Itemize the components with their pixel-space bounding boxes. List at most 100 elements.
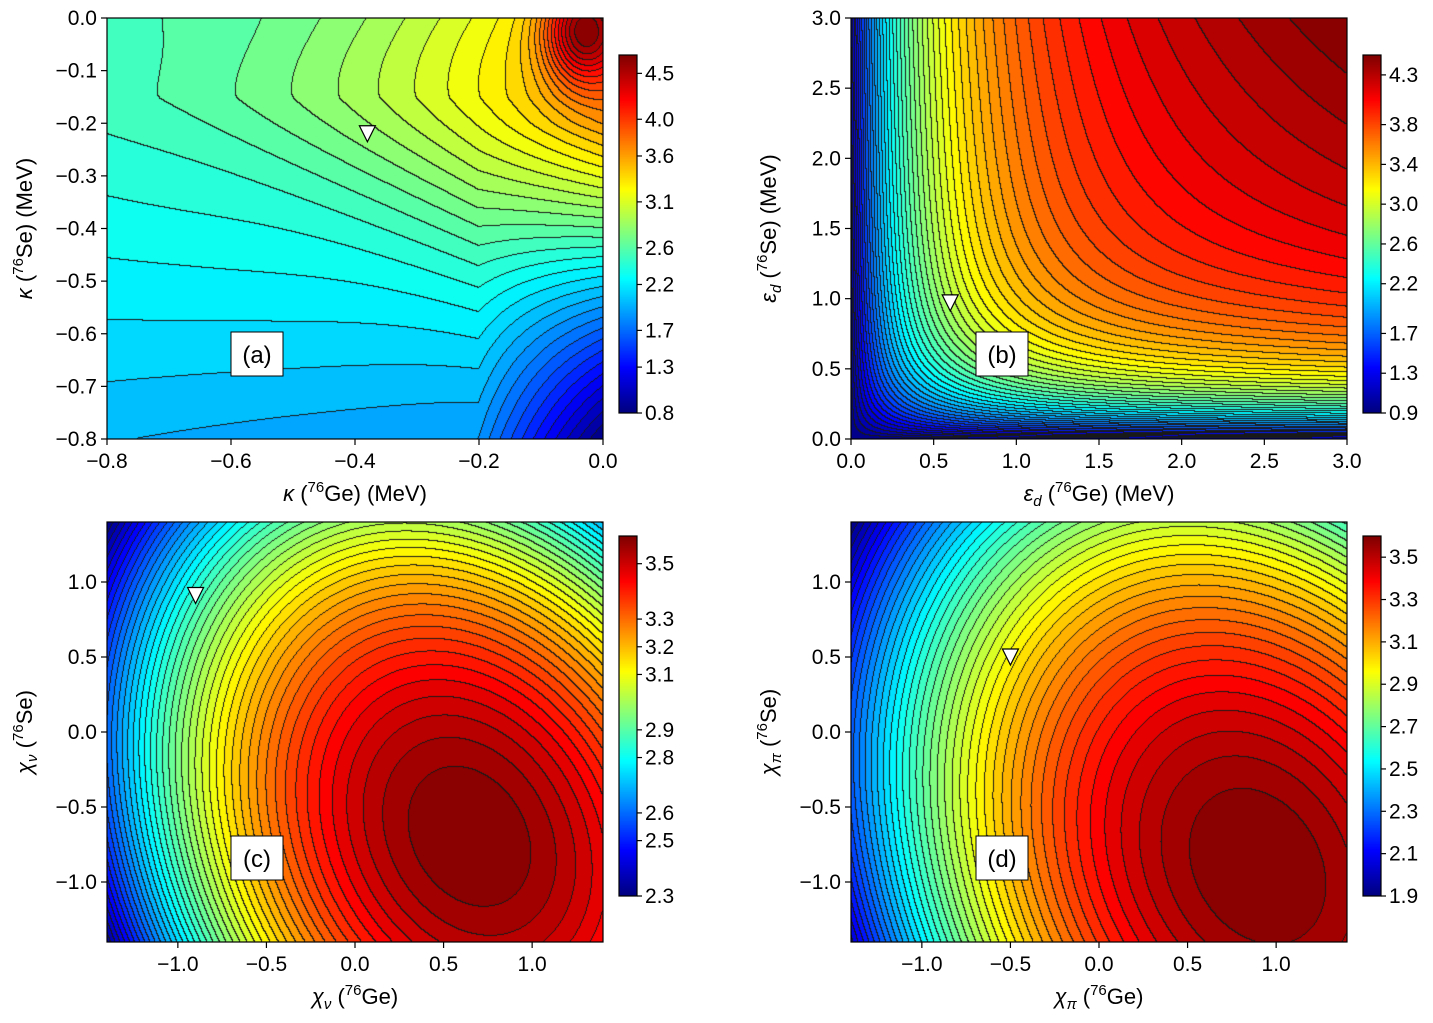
y-tick-label: −0.4: [56, 218, 98, 241]
colorbar-tick-label: 3.5: [1389, 546, 1418, 569]
x-tick-label: 0.0: [1084, 953, 1113, 976]
colorbar-tick-label: 3.3: [1389, 589, 1418, 612]
colorbar-tick-label: 4.5: [645, 62, 674, 85]
colorbar-tick-label: 1.3: [1389, 362, 1418, 385]
y-tick-label: 0.5: [812, 358, 841, 381]
contour-panel-a: −0.8 −0.6 −0.4 −0.2 0.0 −0.8 −0.7 −0.6 −0.5 −0.4 −…: [10, 7, 674, 506]
y-tick-label: −1.0: [800, 871, 841, 894]
contour-surface: [851, 18, 1347, 439]
colorbar-tick-label: 1.7: [1389, 322, 1418, 345]
colorbar: [1363, 55, 1381, 413]
colorbar-tick-label: 2.1: [1389, 843, 1418, 866]
x-tick-label: 1.5: [1084, 450, 1113, 473]
colorbar-tick-label: 2.3: [1389, 800, 1418, 823]
y-tick-label: −0.5: [56, 270, 97, 293]
optimum-marker: [1001, 648, 1020, 667]
y-tick-label: 1.5: [812, 218, 841, 241]
x-tick-label: −1.0: [157, 953, 198, 976]
y-tick-label: 0.0: [68, 721, 97, 744]
colorbar-tick-label: 3.0: [1389, 193, 1418, 216]
panel-label-box: [975, 835, 1029, 881]
panel-label: (a): [242, 342, 271, 369]
contour-surface: [851, 522, 1347, 942]
colorbar-tick-label: 1.3: [645, 356, 674, 379]
colorbar-tick-label: 0.8: [645, 402, 674, 425]
x-tick-label: −0.8: [86, 450, 127, 473]
colorbar-tick-label: 1.7: [645, 319, 674, 342]
y-tick-label: 1.0: [812, 288, 841, 311]
colorbar-tick-label: 3.2: [645, 636, 674, 659]
panel-label: (b): [987, 342, 1016, 369]
colorbar-tick-label: 2.3: [645, 885, 674, 908]
colorbar-tick-label: 3.6: [645, 145, 674, 168]
x-axis-label: κ (76Ge) (MeV): [283, 479, 427, 506]
colorbar-tick-label: 2.6: [1389, 233, 1418, 256]
x-tick-label: −0.6: [210, 450, 251, 473]
y-tick-label: −0.8: [56, 428, 97, 451]
colorbar-tick-label: 2.2: [645, 273, 674, 296]
y-tick-label: 1.0: [68, 571, 97, 594]
colorbar-tick-label: 2.8: [645, 747, 674, 770]
contour-panel-c: −1.0 −0.5 0.0 0.5 1.0 −1.0 −0.5 0.0 0.5 1.0 χν (76…: [10, 521, 674, 1013]
x-tick-label: −0.4: [334, 450, 376, 473]
optimum-marker: [358, 125, 377, 144]
y-tick-label: 0.5: [812, 646, 841, 669]
contour-surface: [107, 522, 603, 942]
x-tick-label: 0.5: [429, 953, 458, 976]
y-tick-label: 2.0: [812, 147, 841, 170]
y-axis-label: χν (76Se): [10, 690, 41, 776]
panel-label: (d): [987, 846, 1016, 873]
colorbar-frame: [618, 54, 638, 414]
y-axis-label: εd (76Se) (MeV): [754, 154, 785, 302]
colorbar: [619, 55, 637, 413]
y-tick-label: −0.6: [56, 323, 97, 346]
y-tick-label: 1.0: [812, 571, 841, 594]
colorbar-tick-label: 3.1: [645, 191, 674, 214]
y-tick-label: −1.0: [56, 871, 97, 894]
x-tick-label: −0.5: [990, 953, 1031, 976]
colorbar-tick-label: 3.1: [645, 663, 674, 686]
y-tick-label: −0.2: [56, 112, 97, 135]
colorbar-tick-label: 3.4: [1389, 153, 1419, 176]
x-tick-label: 1.0: [518, 953, 547, 976]
colorbar-tick-label: 2.5: [1389, 758, 1418, 781]
x-tick-label: 0.0: [340, 953, 369, 976]
x-tick-label: −1.0: [901, 953, 942, 976]
y-tick-label: −0.3: [56, 165, 97, 188]
x-tick-label: 0.0: [588, 450, 617, 473]
colorbar-tick-label: 3.5: [645, 553, 674, 576]
colorbar-tick-label: 2.5: [645, 830, 674, 853]
optimum-marker: [186, 586, 205, 605]
panel-label-box: [230, 331, 284, 377]
colorbar-tick-label: 2.9: [1389, 673, 1418, 696]
colorbar-tick-label: 3.8: [1389, 114, 1418, 137]
x-tick-label: −0.2: [458, 450, 499, 473]
colorbar-tick-label: 4.0: [645, 108, 674, 131]
y-axis-label: κ (76Se) (MeV): [10, 158, 37, 299]
contour-surface: [107, 18, 603, 439]
colorbar-tick-label: 2.9: [645, 719, 674, 742]
panel-label-box: [230, 835, 284, 881]
y-tick-label: −0.5: [56, 796, 97, 819]
x-tick-label: 0.5: [1173, 953, 1202, 976]
colorbar-tick-label: 2.2: [1389, 273, 1418, 296]
colorbar-tick-label: 3.1: [1389, 631, 1418, 654]
x-tick-label: 3.0: [1332, 450, 1361, 473]
y-tick-label: 2.5: [812, 77, 841, 100]
colorbar-frame: [1362, 535, 1382, 897]
colorbar-tick-label: 2.6: [645, 237, 674, 260]
x-tick-label: 1.0: [1002, 450, 1031, 473]
x-tick-label: 0.5: [919, 450, 948, 473]
x-tick-label: 0.0: [836, 450, 865, 473]
colorbar-frame: [1362, 54, 1382, 414]
colorbar-tick-label: 4.3: [1389, 64, 1418, 87]
x-tick-label: 2.5: [1250, 450, 1279, 473]
y-tick-label: −0.1: [56, 60, 97, 83]
y-tick-label: 0.0: [812, 428, 841, 451]
contour-panel-b: 0.0 0.5 1.0 1.5 2.0 2.5 3.0 0.0 0.5 1.0 1.5 2.0 2.5 3…: [754, 7, 1419, 510]
y-tick-label: 3.0: [812, 7, 841, 30]
colorbar-tick-label: 3.3: [645, 608, 674, 631]
y-tick-label: 0.0: [812, 721, 841, 744]
panel-label-box: [975, 331, 1029, 377]
